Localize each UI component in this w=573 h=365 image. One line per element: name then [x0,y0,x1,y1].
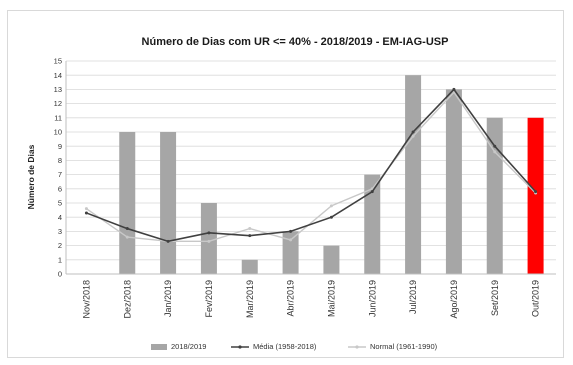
media-point [248,234,252,238]
bar-mar-2019 [241,259,258,274]
bar-dez-2018 [119,132,136,274]
normal-point [329,204,333,208]
x-tick-label: Abr/2019 [286,280,296,317]
x-tick-label: Jan/2019 [163,280,173,317]
y-tick-label: 4 [58,213,62,222]
bar-mai-2019 [323,245,340,274]
y-tick-label: 14 [54,71,62,80]
normal-point [289,238,293,242]
legend-label: Média (1958-2018) [253,342,317,351]
media-point [289,229,293,233]
media-point [329,215,333,219]
media-point [534,190,538,194]
line-layer [84,87,538,243]
x-tick-label: Jun/2019 [367,280,377,317]
bar-set-2019 [486,117,503,274]
legend: 2018/2019 Média (1958-2018) Normal (1961-1… [151,342,438,351]
y-tick-label: 15 [54,57,62,66]
chart-title: Número de Dias com UR <= 40% - 2018/2019… [142,36,449,48]
y-tick-label: 2 [58,241,62,250]
media-point [411,130,415,134]
bar-out-2019 [527,117,544,274]
legend-label: 2018/2019 [171,342,206,351]
line-normal [86,91,537,243]
bar-jun-2019 [364,174,381,274]
grid-layer [66,60,556,275]
x-tick-label: Dez/2018 [122,280,132,319]
bar-ago-2019 [445,89,462,275]
bar-fev-2019 [200,203,217,274]
chart-svg: Número de Dias com UR <= 40% - 2018/2019… [26,36,556,351]
legend-swatch-marker [355,345,359,349]
y-tick-label: 5 [58,199,62,208]
media-point [166,239,170,243]
y-tick-label: 13 [54,85,62,94]
x-tick-label: Ago/2019 [449,280,459,319]
line-media [86,88,537,243]
normal-point [125,235,129,239]
media-point [207,231,211,235]
x-tick-layer: Nov/2018 Dez/2018 Jan/2019 Fev/2019 Mar/2019… [81,280,540,319]
media-point [493,144,497,148]
bar-jan-2019 [160,132,177,274]
legend-swatch-bar [151,344,167,350]
normal-point [84,207,88,211]
x-tick-label: Out/2019 [531,280,541,317]
axis-layer [65,61,556,275]
y-tick-label: 6 [58,184,62,193]
y-tick-label: 11 [54,113,62,122]
media-point [84,211,88,215]
y-tick-label: 9 [58,142,62,151]
normal-point [248,227,252,231]
y-tick-label: 0 [58,270,62,279]
x-tick-label: Mai/2019 [326,280,336,317]
chart-frame: Número de Dias com UR <= 40% - 2018/2019… [7,10,564,358]
normal-point [411,134,415,138]
y-axis-label: Número de Dias [26,144,36,209]
legend-swatch-marker [238,345,242,349]
legend-label: Normal (1961-1990) [370,342,438,351]
bar-layer [119,75,544,275]
y-tick-label: 10 [54,128,62,137]
bar-jul-2019 [405,75,422,274]
x-tick-label: Mar/2019 [245,280,255,318]
y-tick-label: 1 [58,255,62,264]
x-tick-label: Fev/2019 [204,280,214,318]
x-tick-label: Nov/2018 [81,280,91,319]
media-point [370,190,374,194]
media-point [125,227,129,231]
media-point [452,87,456,91]
y-tick-label: 3 [58,227,62,236]
y-tick-label: 12 [54,99,62,108]
normal-point [493,150,497,154]
x-tick-label: Set/2019 [490,280,500,316]
y-tick-label: 7 [58,170,62,179]
x-tick-label: Jul/2019 [408,280,418,314]
y-tick-label: 8 [58,156,62,165]
bar-abr-2019 [282,231,299,274]
normal-point [207,239,211,243]
